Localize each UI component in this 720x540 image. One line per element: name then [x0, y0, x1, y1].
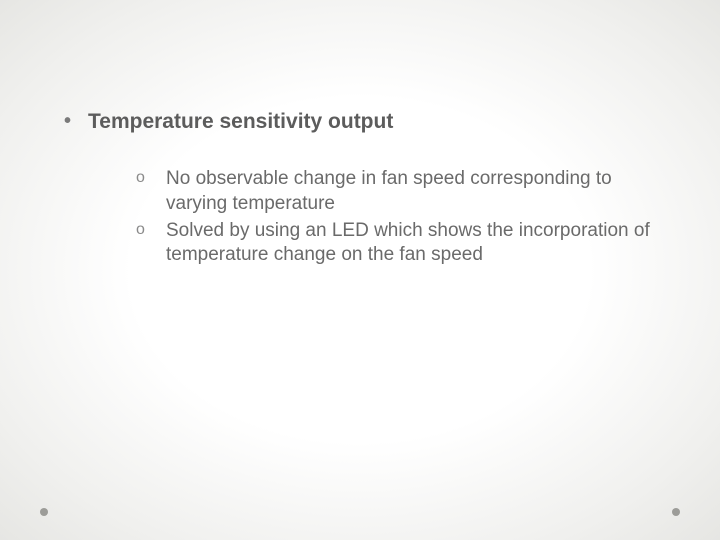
list-item-heading: Temperature sensitivity output No observ…	[62, 108, 670, 268]
list-item: No observable change in fan speed corres…	[136, 167, 670, 216]
slide-content: Temperature sensitivity output No observ…	[0, 0, 720, 268]
sub-item-text: Solved by using an LED which shows the i…	[166, 220, 650, 266]
list-item: Solved by using an LED which shows the i…	[136, 219, 670, 268]
bullet-list-level1: Temperature sensitivity output No observ…	[50, 108, 670, 268]
heading-text: Temperature sensitivity output	[88, 110, 393, 133]
decorative-dots-row	[0, 508, 720, 516]
bullet-list-level2: No observable change in fan speed corres…	[88, 167, 670, 268]
sub-item-text: No observable change in fan speed corres…	[166, 168, 612, 214]
dot-icon	[40, 508, 48, 516]
dot-icon	[672, 508, 680, 516]
